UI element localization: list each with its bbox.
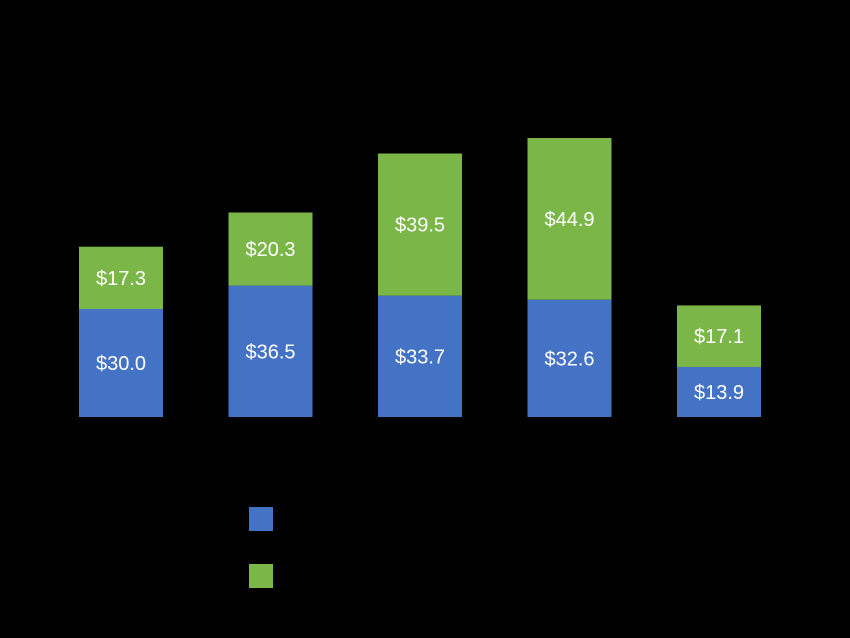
category-label-3: 2018 xyxy=(547,440,592,462)
legend-label-uncapped: Uncapped new business activity xyxy=(313,567,569,587)
legend-label-capped: Capped new business activity xyxy=(313,510,550,530)
bar-capped-3 xyxy=(527,299,612,417)
category-label-4: YTD 2019* xyxy=(670,440,768,462)
segment-label-capped-0: $30.0 xyxy=(96,353,146,375)
total-label-2: $73.2 xyxy=(395,128,445,150)
segment-label-uncapped-3: $44.9 xyxy=(544,209,594,231)
segment-label-capped-1: $36.5 xyxy=(245,341,295,363)
legend: Capped new business activity Uncapped ne… xyxy=(249,507,569,588)
total-label-0: $47.3 xyxy=(96,222,146,244)
segment-label-capped-3: $32.6 xyxy=(544,348,594,370)
bar-capped-2 xyxy=(378,295,462,417)
bar-uncapped-4 xyxy=(677,305,761,367)
labels-layer: $30.0 $17.3 $47.3 2015 $36.5 $20.3 $56.8 2016 $3… xyxy=(96,113,768,462)
segment-label-uncapped-1: $20.3 xyxy=(245,239,295,261)
segment-label-capped-2: $33.7 xyxy=(395,346,445,368)
total-label-4: $31.0 xyxy=(694,280,744,302)
total-label-1: $56.8 xyxy=(245,188,295,210)
bars-layer xyxy=(79,138,761,417)
category-label-2: 2017 xyxy=(398,440,443,462)
bar-uncapped-3 xyxy=(527,138,612,300)
bar-capped-1 xyxy=(228,285,313,417)
legend-swatch-capped xyxy=(249,507,273,531)
segment-label-uncapped-0: $17.3 xyxy=(96,268,146,290)
total-label-3: $77.5 xyxy=(544,113,594,135)
bar-capped-4 xyxy=(677,366,761,417)
bar-uncapped-0 xyxy=(79,246,163,309)
bar-capped-0 xyxy=(79,309,163,417)
segment-label-capped-4: $13.9 xyxy=(694,382,744,404)
bar-uncapped-2 xyxy=(378,153,462,296)
segment-label-uncapped-4: $17.1 xyxy=(694,326,744,348)
category-label-0: 2015 xyxy=(99,440,144,462)
segment-label-uncapped-2: $39.5 xyxy=(395,215,445,237)
category-label-1: 2016 xyxy=(248,440,293,462)
legend-swatch-uncapped xyxy=(249,564,273,588)
bar-uncapped-1 xyxy=(228,212,313,286)
